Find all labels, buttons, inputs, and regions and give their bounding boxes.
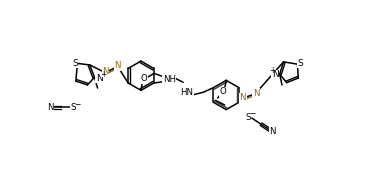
Text: +: + — [269, 66, 275, 75]
Text: O: O — [220, 87, 226, 96]
Text: S: S — [298, 59, 303, 68]
Text: −: − — [249, 109, 256, 118]
Text: N: N — [115, 61, 121, 70]
Text: O: O — [141, 74, 147, 83]
Text: N: N — [102, 67, 108, 76]
Text: N: N — [272, 70, 278, 79]
Text: −: − — [74, 100, 81, 109]
Text: N: N — [269, 127, 276, 136]
Text: N: N — [239, 93, 246, 102]
Text: N: N — [47, 103, 54, 112]
Text: NH: NH — [163, 75, 176, 84]
Text: N: N — [96, 74, 103, 82]
Text: S: S — [71, 103, 76, 112]
Text: S: S — [245, 113, 251, 122]
Text: S: S — [72, 59, 78, 68]
Text: +: + — [100, 70, 106, 79]
Text: HN: HN — [181, 88, 193, 97]
Text: N: N — [253, 89, 259, 98]
